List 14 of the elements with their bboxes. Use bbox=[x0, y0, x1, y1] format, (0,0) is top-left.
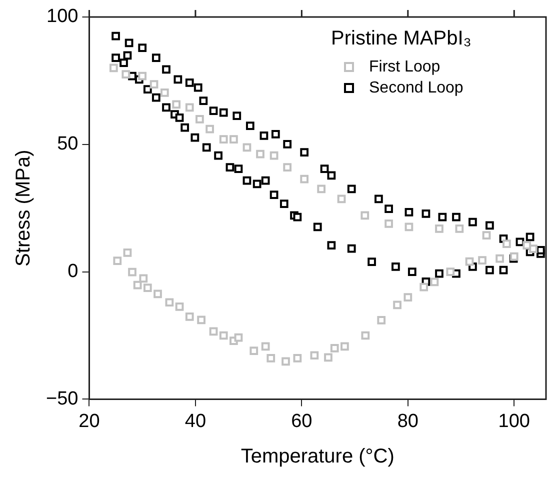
x-tick-label: 80 bbox=[397, 410, 418, 432]
y-axis-title: Stress (MPa) bbox=[12, 150, 35, 266]
legend-label: Second Loop bbox=[369, 79, 464, 96]
x-tick-label: 100 bbox=[498, 410, 530, 432]
x-tick-label: 20 bbox=[78, 410, 100, 432]
y-tick-label: 100 bbox=[46, 6, 78, 28]
y-tick-label: −50 bbox=[46, 388, 78, 410]
y-tick-label: 50 bbox=[57, 134, 78, 155]
y-tick-label: 0 bbox=[68, 261, 78, 282]
x-axis-title: Temperature (°C) bbox=[240, 446, 394, 468]
x-tick-label: 60 bbox=[291, 410, 312, 432]
legend-label: First Loop bbox=[369, 58, 440, 76]
x-tick-label: 40 bbox=[184, 410, 206, 432]
legend-title: Pristine MAPbI₃ bbox=[331, 28, 472, 50]
